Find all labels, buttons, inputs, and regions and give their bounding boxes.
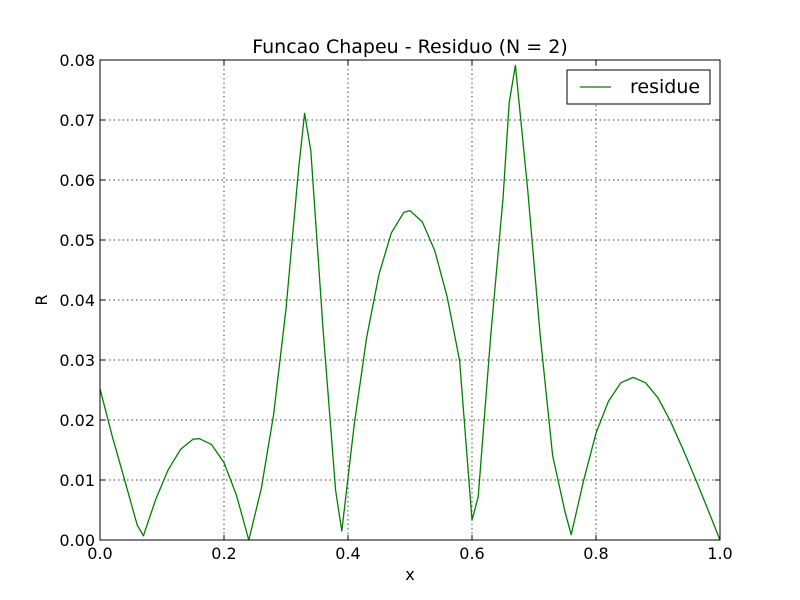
y-tick-label: 0.07 <box>59 111 95 130</box>
legend-box <box>566 69 711 105</box>
y-tick-label: 0.03 <box>59 351 95 370</box>
y-tick-label: 0.02 <box>59 411 95 430</box>
axis-ticks: 0.0 0.2 0.4 0.6 0.8 1.0 0.00 0.01 0.02 0.03 0.04 0.… <box>59 51 732 563</box>
y-tick-label: 0.01 <box>59 471 95 490</box>
x-tick-label: 0.4 <box>335 544 360 563</box>
x-tick-label: 0.6 <box>459 544 484 563</box>
y-tick-label: 0.08 <box>59 51 95 70</box>
y-tick-label: 0.06 <box>59 171 95 190</box>
series-line-residue <box>99 64 721 541</box>
y-tick-label: 0.04 <box>59 291 95 310</box>
y-tick-label: 0.00 <box>59 531 95 550</box>
legend: residue <box>566 69 711 105</box>
x-tick-label: 0.0 <box>87 544 112 563</box>
legend-label-residue: residue <box>630 76 700 98</box>
chart-title: Funcao Chapeu - Residuo (N = 2) <box>252 36 568 58</box>
x-tick-label: 0.8 <box>583 544 608 563</box>
series-layer <box>99 64 721 541</box>
x-tick-label: 1.0 <box>707 544 732 563</box>
x-tick-label: 0.2 <box>211 544 236 563</box>
x-axis-label: x <box>405 565 414 584</box>
y-tick-label: 0.05 <box>59 231 95 250</box>
y-axis-label: R <box>32 294 51 305</box>
grid <box>100 60 720 540</box>
